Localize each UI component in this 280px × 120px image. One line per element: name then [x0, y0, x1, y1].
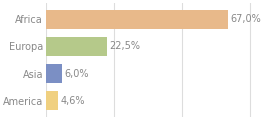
Bar	[46, 91, 58, 110]
Bar	[46, 10, 228, 29]
Text: 6,0%: 6,0%	[64, 69, 89, 79]
Bar	[46, 64, 62, 83]
Text: 67,0%: 67,0%	[230, 14, 261, 24]
Text: 4,6%: 4,6%	[60, 96, 85, 106]
Text: 22,5%: 22,5%	[109, 41, 140, 51]
Bar	[46, 37, 107, 56]
